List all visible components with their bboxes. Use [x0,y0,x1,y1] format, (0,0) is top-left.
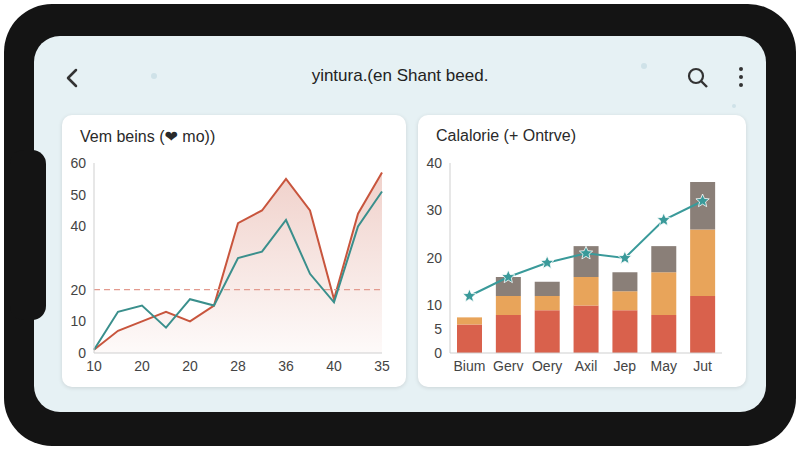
svg-text:30: 30 [426,202,442,218]
svg-text:0: 0 [78,345,86,361]
svg-text:0: 0 [434,345,442,361]
svg-text:10: 10 [70,313,86,329]
svg-text:Oery: Oery [532,358,562,374]
svg-text:50: 50 [70,187,86,203]
svg-text:5: 5 [434,321,442,337]
svg-text:10: 10 [86,358,102,374]
svg-text:20: 20 [182,358,198,374]
svg-text:40: 40 [70,218,86,234]
svg-text:20: 20 [70,282,86,298]
svg-text:60: 60 [70,155,86,171]
svg-text:Axil: Axil [575,358,598,374]
svg-text:35: 35 [374,358,390,374]
svg-text:20: 20 [426,250,442,266]
svg-text:Jut: Jut [693,358,712,374]
svg-text:28: 28 [230,358,246,374]
html-text:Calalorie (+ Ontrve): Calalorie (+ Ontrve) [436,127,576,144]
svg-text:Bium: Bium [453,358,485,374]
svg-text:20: 20 [134,358,150,374]
svg-text:10: 10 [426,297,442,313]
svg-text:Gerv: Gerv [493,358,523,374]
html-text:Vem beins (❤ mo)): Vem beins (❤ mo)) [80,128,216,145]
html-text:yintura.(en Shant beed.: yintura.(en Shant beed. [311,66,489,85]
svg-text:Jep: Jep [614,358,637,374]
svg-text:40: 40 [326,358,342,374]
svg-text:36: 36 [278,358,294,374]
svg-text:May: May [650,358,676,374]
svg-text:40: 40 [426,155,442,171]
